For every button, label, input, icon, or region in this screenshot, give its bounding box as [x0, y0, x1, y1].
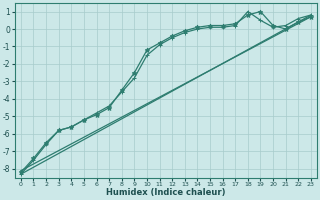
X-axis label: Humidex (Indice chaleur): Humidex (Indice chaleur): [106, 188, 226, 197]
